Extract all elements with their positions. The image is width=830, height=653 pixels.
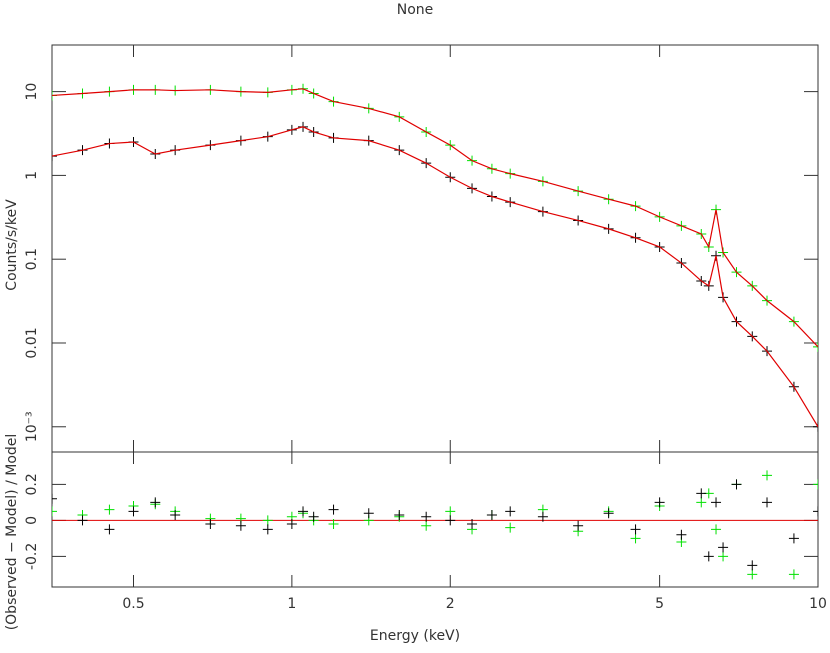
data-point — [718, 551, 729, 562]
data-point — [328, 519, 339, 529]
data-point — [788, 533, 799, 544]
data-point — [77, 515, 88, 526]
data-point — [363, 508, 374, 519]
x-axis-label: Energy (keV) — [370, 628, 460, 644]
model-line — [52, 88, 818, 348]
data-point — [630, 524, 641, 535]
data-point — [654, 497, 665, 508]
data-point — [676, 529, 687, 540]
y-tick-label: 0.2 — [24, 473, 40, 495]
data-point — [747, 569, 758, 580]
data-point — [298, 506, 309, 517]
data-point — [150, 497, 161, 508]
data-point — [262, 515, 273, 526]
data-point — [505, 522, 516, 533]
data-point — [718, 542, 729, 553]
data-point — [104, 504, 115, 515]
data-point — [486, 510, 497, 520]
x-tick-label: 0.5 — [122, 596, 144, 612]
data-point — [205, 519, 216, 529]
data-point — [711, 497, 722, 508]
data-point — [52, 493, 57, 504]
y-tick-label: 10⁻³ — [24, 411, 40, 442]
data-point — [52, 151, 57, 162]
data-point — [813, 341, 818, 352]
data-point — [813, 479, 818, 490]
y-tick-label: -0.2 — [24, 543, 40, 570]
data-point — [813, 421, 818, 432]
data-point — [467, 519, 478, 529]
data-point — [308, 511, 319, 522]
y-axis-label: (Observed − Model) / Model — [4, 434, 20, 631]
data-point — [421, 511, 432, 522]
data-point — [696, 497, 707, 508]
data-point — [421, 520, 432, 531]
data-point — [630, 533, 641, 544]
x-tick-label: 2 — [446, 596, 455, 612]
data-point — [762, 497, 773, 508]
x-tick-label: 5 — [655, 596, 664, 612]
data-point — [813, 506, 818, 517]
y-tick-label: 1 — [24, 171, 40, 180]
y-axis-label: Counts/s/keV — [4, 199, 20, 291]
plot-area — [52, 470, 818, 580]
data-point — [711, 524, 722, 535]
x-tick-label: 1 — [287, 596, 296, 612]
y-tick-label: 0 — [24, 516, 40, 525]
data-point — [747, 560, 758, 571]
data-point — [505, 506, 516, 517]
data-point — [762, 470, 773, 481]
data-point — [788, 569, 799, 580]
y-tick-label: 0.1 — [24, 248, 40, 270]
plot-frame — [51, 451, 819, 588]
model-line — [52, 126, 818, 428]
data-point — [731, 479, 742, 490]
data-point — [235, 520, 246, 531]
data-point — [703, 551, 714, 562]
data-point — [696, 488, 707, 499]
data-point — [170, 510, 181, 520]
data-point — [445, 515, 456, 526]
data-point — [128, 506, 139, 517]
data-point — [394, 510, 405, 520]
data-point — [328, 504, 339, 515]
data-point — [52, 506, 57, 517]
data-point — [262, 524, 273, 535]
chart-title: None — [397, 2, 434, 18]
plot-area — [52, 83, 818, 432]
y-tick-label: 0.01 — [24, 327, 40, 358]
data-point — [286, 519, 297, 529]
plot-frame — [51, 44, 819, 453]
data-point — [537, 511, 548, 522]
data-point — [603, 508, 614, 519]
data-point — [104, 524, 115, 535]
x-tick-label: 10 — [809, 596, 827, 612]
data-point — [573, 520, 584, 531]
data-point — [445, 506, 456, 517]
y-tick-label: 10 — [24, 83, 40, 101]
